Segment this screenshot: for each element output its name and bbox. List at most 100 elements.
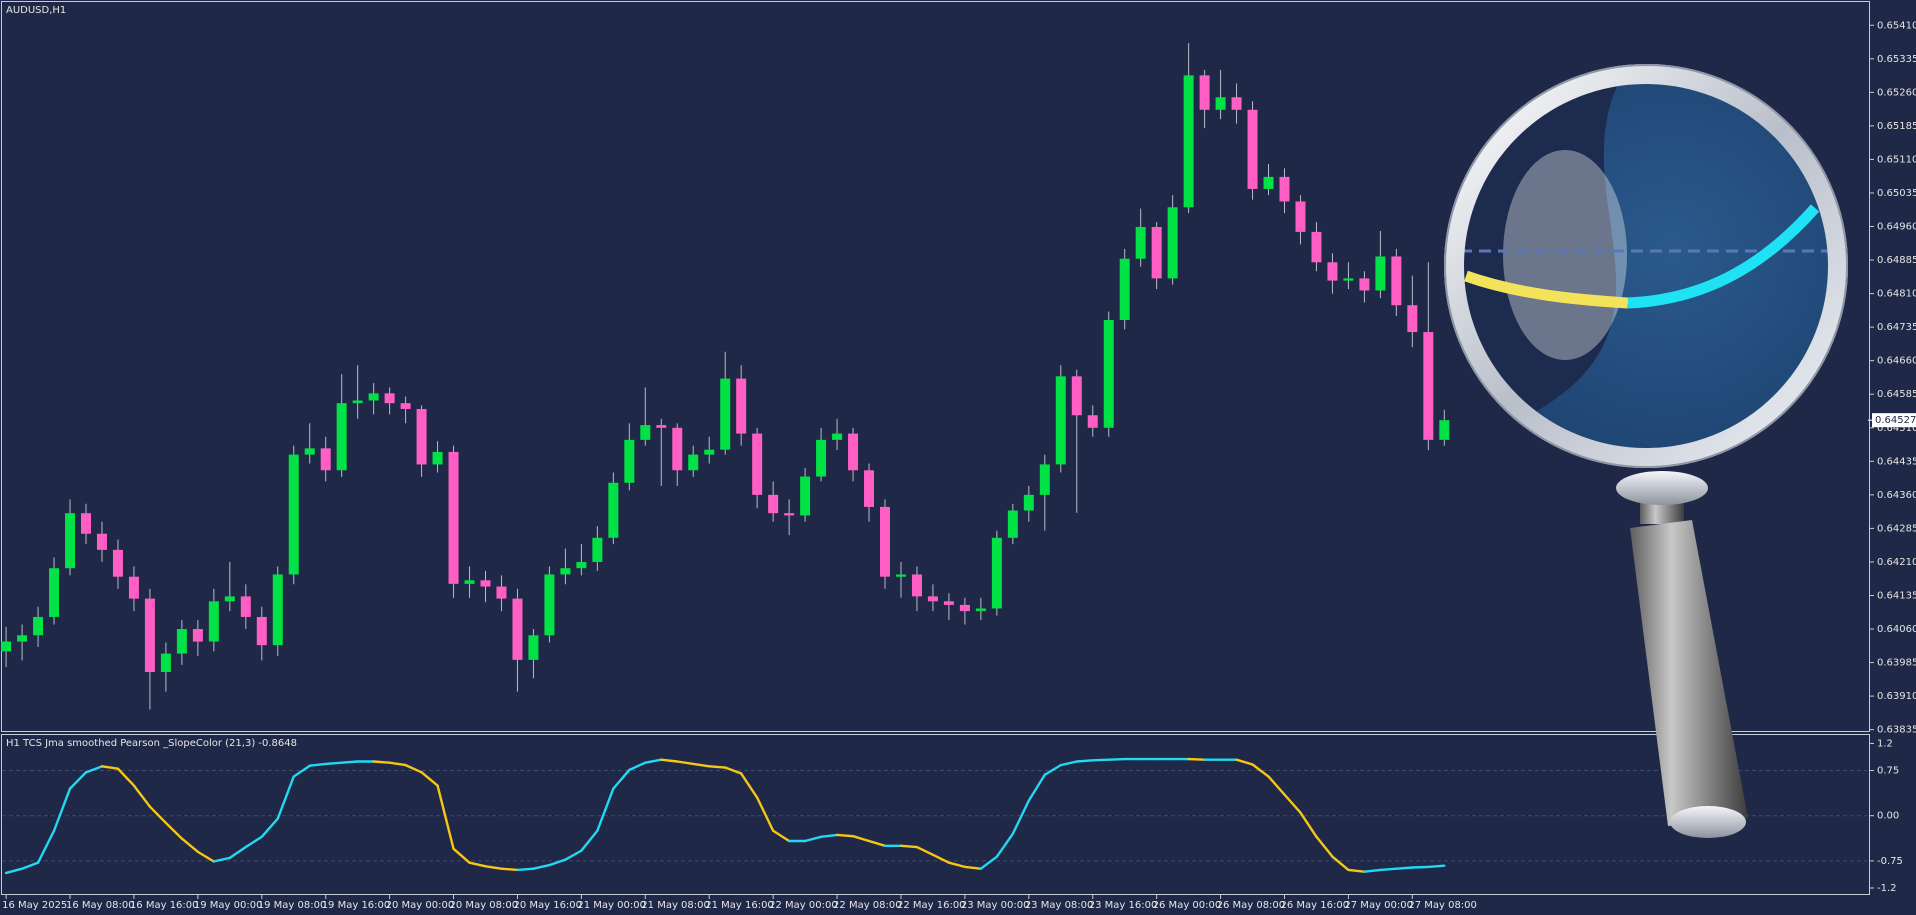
indicator-segment xyxy=(196,850,216,863)
indicator-segment xyxy=(692,762,711,768)
x-tick-label: 22 May 16:00 xyxy=(897,900,966,911)
indicator-segment xyxy=(1395,866,1414,870)
lens-curve-up xyxy=(1627,204,1820,309)
current-price-label: 0.64527 xyxy=(1875,415,1916,426)
indicator-segment xyxy=(308,762,327,767)
indicator-segment xyxy=(260,817,279,838)
candle-body xyxy=(112,549,123,577)
y-tick-label: 0.65035 xyxy=(1877,188,1916,199)
indicator-segment xyxy=(1107,757,1126,761)
indicator-segment xyxy=(851,834,871,843)
indicator-segment xyxy=(1299,811,1318,838)
indicator-segment xyxy=(1331,855,1350,872)
candle-body xyxy=(496,586,507,599)
lens-glare xyxy=(1503,150,1627,360)
magnifier-cap xyxy=(1670,806,1746,838)
candle-body xyxy=(144,598,155,672)
candle-body xyxy=(432,451,443,465)
indicator-segment xyxy=(899,844,919,849)
indicator-pane-border xyxy=(1,734,1870,895)
indicator-segment xyxy=(500,867,519,872)
indicator-segment xyxy=(1347,868,1366,873)
indicator-segment xyxy=(52,787,72,832)
candle-body xyxy=(96,533,107,550)
candle-body xyxy=(1119,258,1130,320)
indicator-segment xyxy=(292,764,311,778)
y-tick-label: 0.75 xyxy=(1877,766,1899,777)
indicator-segment xyxy=(436,784,455,851)
x-tick-label: 19 May 16:00 xyxy=(322,900,391,911)
candle-body xyxy=(272,574,283,646)
y-tick-label: 0.64585 xyxy=(1877,389,1916,400)
candle-body xyxy=(1375,256,1386,291)
candle-body xyxy=(1151,226,1162,279)
candle-body xyxy=(1391,256,1402,306)
indicator-segment xyxy=(1187,757,1206,761)
indicator-segment xyxy=(468,861,487,868)
candle-body xyxy=(704,449,715,455)
candle-body xyxy=(416,408,427,465)
indicator-segment xyxy=(963,865,983,870)
indicator-segment xyxy=(596,787,615,832)
candle-body xyxy=(1199,75,1210,110)
y-tick-label: 0.64735 xyxy=(1877,322,1916,333)
indicator-segment xyxy=(1091,758,1110,762)
y-tick-label: 0.64285 xyxy=(1877,523,1916,534)
y-tick-label: 0.64360 xyxy=(1877,490,1916,501)
indicator-segment xyxy=(1379,867,1398,872)
x-tick-label: 23 May 16:00 xyxy=(1089,900,1158,911)
indicator-segment xyxy=(612,768,631,790)
candle-body xyxy=(656,425,667,428)
candle-body xyxy=(560,568,571,575)
candle-body xyxy=(688,454,699,471)
indicator-segment xyxy=(676,760,695,766)
candle-body xyxy=(49,568,60,617)
candle-body xyxy=(1071,376,1082,416)
candle-body xyxy=(480,580,491,587)
indicator-segment xyxy=(404,763,423,774)
candle-body xyxy=(240,596,251,617)
y-tick-label: 0.64960 xyxy=(1877,222,1916,233)
indicator-segment xyxy=(819,833,839,838)
y-tick-label: 0.65410 xyxy=(1877,20,1916,31)
y-tick-label: -0.75 xyxy=(1877,856,1903,867)
y-tick-label: 0.64435 xyxy=(1877,456,1916,467)
x-tick-label: 16 May 16:00 xyxy=(130,900,199,911)
indicator-segment xyxy=(36,829,56,864)
candle-body xyxy=(1343,278,1354,281)
y-tick-label: 0.64135 xyxy=(1877,590,1916,601)
magnifier-handle xyxy=(1630,520,1748,826)
candle-body xyxy=(911,574,922,597)
magnifier-collar xyxy=(1616,471,1708,505)
candle-body xyxy=(288,454,299,575)
indicator-segment xyxy=(1043,763,1062,776)
indicator-segment xyxy=(628,761,647,772)
candle-body xyxy=(208,601,219,642)
candle-body xyxy=(1039,464,1050,495)
indicator-segment xyxy=(739,772,759,799)
x-tick-label: 21 May 16:00 xyxy=(705,900,774,911)
indicator-segment xyxy=(644,758,663,764)
candle-body xyxy=(672,427,683,471)
indicator-segment xyxy=(20,861,40,870)
indicator-segment xyxy=(931,853,951,864)
candle-body xyxy=(1055,376,1066,465)
candle-body xyxy=(816,439,827,477)
main-pane-border xyxy=(1,1,1870,732)
x-tick-label: 27 May 08:00 xyxy=(1408,900,1477,911)
candle-body xyxy=(864,470,875,507)
candle-body xyxy=(1087,415,1098,428)
candle-body xyxy=(608,482,619,538)
indicator-segment xyxy=(1059,760,1078,767)
lens-ring xyxy=(1444,64,1848,468)
candle-body xyxy=(943,601,954,605)
candle-body xyxy=(1007,510,1018,538)
candle-body xyxy=(800,476,811,516)
y-tick-label: 0.64510 xyxy=(1877,423,1916,434)
y-tick-label: 0.65110 xyxy=(1877,154,1916,165)
indicator-segment xyxy=(420,771,439,787)
candle-body xyxy=(1423,332,1434,440)
y-tick-label: -1.2 xyxy=(1877,883,1897,894)
x-tick-label: 19 May 00:00 xyxy=(194,900,263,911)
indicator-segment xyxy=(212,856,232,863)
